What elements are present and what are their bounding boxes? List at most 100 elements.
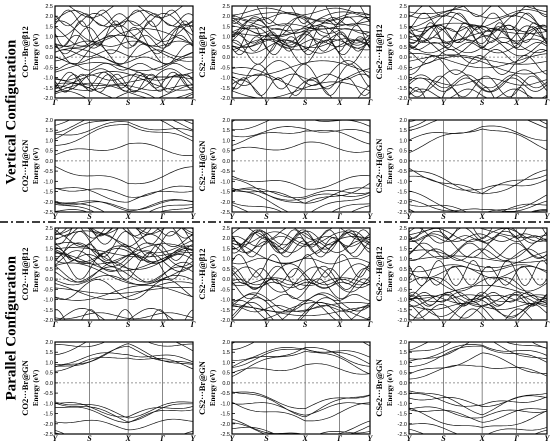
band-line: [55, 203, 193, 212]
energy-axis-label: Energy (eV): [386, 33, 394, 70]
y-tick-label: -1.0: [221, 76, 230, 82]
band-line: [232, 401, 370, 422]
y-tick-label: 1.5: [399, 350, 407, 356]
y-tick-label: -1.5: [398, 412, 407, 418]
band-line: [55, 247, 193, 258]
band-line: [232, 60, 370, 86]
kpoint-label: X: [124, 212, 131, 221]
kpoint-label: Γ: [52, 98, 58, 107]
y-tick-label: -2.0: [221, 200, 230, 206]
band-line: [232, 265, 370, 290]
band-line: [232, 16, 370, 37]
plot-frame: [54, 227, 194, 321]
band-line: [55, 402, 193, 423]
kpoint-label: X: [336, 320, 343, 329]
band-line: [232, 178, 370, 204]
band-line: [409, 266, 547, 286]
band-line: [232, 187, 370, 204]
y-tick-label: -2.0: [398, 318, 407, 324]
band-line: [232, 292, 370, 312]
band-line: [232, 297, 370, 320]
band-line: [55, 13, 193, 27]
band-line: [55, 435, 193, 443]
y-tick-label: 1.0: [45, 257, 53, 263]
band-line: [232, 402, 370, 416]
y-tick-label: 0.0: [399, 159, 407, 165]
plot-frame: [54, 119, 194, 213]
band-line: [55, 231, 193, 258]
panel-label: CS2···H@GN: [197, 140, 207, 192]
band-panel: -2.0 -1.5 -1.0 -0.5 0.0 0.5 1.0 1.5 2.0 2.5 Γ Y S X Γ E…: [374, 226, 550, 329]
band-line: [409, 408, 547, 423]
band-line: [232, 342, 370, 344]
band-line: [254, 433, 264, 434]
y-tick-label: -0.5: [221, 287, 230, 293]
band-line: [409, 42, 547, 50]
band-line: [409, 428, 547, 434]
y-tick-label: 1.5: [222, 128, 230, 134]
kpoint-label: S: [126, 98, 131, 107]
kpoint-label: S: [87, 212, 92, 221]
band-line: [232, 202, 370, 212]
energy-axis-label: Energy (eV): [32, 369, 40, 406]
band-line: [55, 34, 193, 62]
band-line: [232, 39, 370, 51]
y-tick-label: 1.0: [222, 35, 230, 41]
panel-label: CSe2···Br@GN: [374, 358, 384, 416]
y-tick-label: 1.0: [222, 360, 230, 366]
band-line: [409, 228, 547, 244]
band-line: [232, 301, 370, 320]
kpoint-label: S: [126, 320, 131, 329]
y-tick-label: 2.0: [222, 236, 230, 242]
band-line: [232, 266, 370, 293]
y-tick-label: -2.0: [398, 96, 407, 102]
y-tick-label: -2.5: [221, 432, 230, 438]
band-line: [55, 309, 193, 320]
kpoint-label: Y: [191, 212, 197, 221]
band-line: [232, 235, 370, 247]
kpoint-label: Γ: [52, 320, 58, 329]
band-line: [55, 71, 193, 91]
y-tick-label: -1.5: [398, 190, 407, 196]
band-line: [232, 230, 370, 246]
y-tick-label: -2.5: [398, 432, 407, 438]
band-line: [232, 391, 370, 410]
band-line: [232, 126, 370, 138]
band-line: [409, 345, 547, 367]
band-panel: -2.0 -1.5 -1.0 -0.5 0.0 0.5 1.0 1.5 2.0 2.5 Γ Y S X Γ E…: [374, 4, 550, 107]
kpoint-label: Y: [264, 98, 270, 107]
band-line: [55, 48, 193, 72]
y-tick-label: 2.0: [222, 14, 230, 20]
band-line: [55, 252, 193, 280]
y-tick-label: 0.0: [222, 277, 230, 283]
band-line: [232, 347, 370, 361]
band-line: [409, 292, 547, 303]
band-line: [409, 128, 547, 154]
band-line: [58, 308, 175, 320]
band-line: [55, 199, 193, 211]
band-line: [232, 268, 370, 285]
y-tick-label: -1.5: [398, 308, 407, 314]
band-panel: -2.5 -2.0 -1.5 -1.0 -0.5 0.0 0.5 1.0 1.5 2.0 Y S X Γ Y…: [197, 118, 374, 221]
band-line: [55, 248, 193, 263]
kpoint-label: Γ: [336, 434, 342, 443]
y-tick-label: -0.5: [44, 287, 53, 293]
y-tick-label: 2.0: [222, 340, 230, 346]
band-line: [409, 342, 547, 362]
panel-label: CS2···Br@GN: [197, 360, 207, 415]
band-panel: -2.5 -2.0 -1.5 -1.0 -0.5 0.0 0.5 1.0 1.5 2.0 Y S X Γ Y…: [20, 118, 197, 221]
kpoint-label: Y: [87, 320, 93, 329]
band-line: [232, 73, 370, 80]
y-tick-label: 2.5: [399, 226, 407, 232]
band-panel: -2.0 -1.5 -1.0 -0.5 0.0 0.5 1.0 1.5 2.0 2.5 Γ Y S X Γ E…: [20, 4, 196, 107]
band-line: [55, 201, 193, 212]
band-line: [409, 301, 547, 320]
band-line: [409, 6, 547, 17]
y-tick-label: 0.0: [222, 55, 230, 61]
band-line: [55, 275, 193, 286]
y-tick-label: -2.0: [221, 96, 230, 102]
band-line: [409, 170, 547, 194]
band-line: [55, 49, 193, 58]
y-tick-label: -2.0: [398, 200, 407, 206]
y-tick-label: 0.5: [399, 149, 407, 155]
